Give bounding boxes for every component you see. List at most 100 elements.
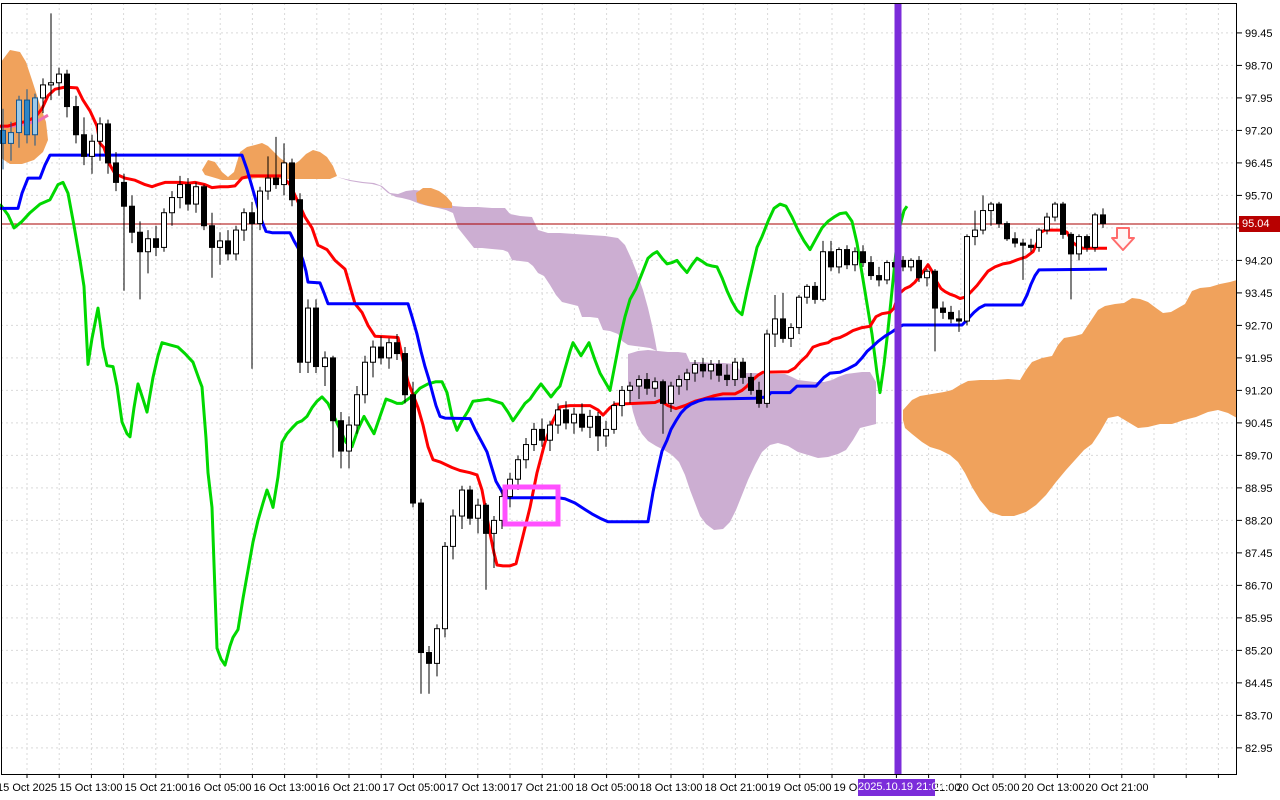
time-tick-label: 16 Oct 21:00 xyxy=(318,782,381,794)
candle-body xyxy=(644,379,650,389)
kumo-bullish-cloud xyxy=(202,143,337,180)
candle-body xyxy=(40,84,46,99)
candle-body xyxy=(305,307,311,363)
candle-body xyxy=(209,225,215,248)
candle-body xyxy=(627,385,633,391)
candle-body xyxy=(876,275,882,281)
candle-body xyxy=(932,270,938,309)
candle-body xyxy=(956,318,962,322)
time-tick-label: 15 Oct 2025 xyxy=(0,782,57,794)
time-tick-label: 18 Oct 05:00 xyxy=(576,782,639,794)
time-tick-label: 17 Oct 13:00 xyxy=(447,782,510,794)
candle-body xyxy=(1100,214,1106,225)
candle-body xyxy=(233,229,239,255)
candle-body xyxy=(700,363,706,372)
candle-body xyxy=(81,134,87,157)
candle-body xyxy=(16,99,22,134)
candle-body xyxy=(378,346,384,359)
candle-body xyxy=(475,504,481,519)
candle-body xyxy=(940,307,946,313)
time-tick-label: 20 Oct 21:00 xyxy=(1086,782,1149,794)
candle-body xyxy=(1060,203,1066,235)
candle-body xyxy=(402,353,408,396)
candle-body xyxy=(161,212,167,248)
candle-body xyxy=(56,73,62,84)
candle-body xyxy=(491,519,497,534)
chikou-span-line xyxy=(0,180,909,667)
price-tick-label: 92.70 xyxy=(1245,320,1273,332)
kijun-sen-line xyxy=(0,153,1108,524)
rectangle-annotation[interactable] xyxy=(502,484,561,527)
plot-border xyxy=(1,3,1237,775)
vline-time-badge: 2025.10.19 21:00 xyxy=(858,779,944,796)
time-tick-label: 18 Oct 13:00 xyxy=(640,782,703,794)
candle-body xyxy=(121,181,127,207)
candle-body xyxy=(611,405,617,430)
candle-body xyxy=(289,162,295,201)
candle-body xyxy=(531,428,537,446)
candle-body xyxy=(418,502,424,654)
time-tick-label: 18 Oct 21:00 xyxy=(705,782,768,794)
candle-body xyxy=(844,249,850,266)
candle-body xyxy=(1020,242,1026,246)
candle-body xyxy=(852,251,858,266)
time-tick-label: 16 Oct 13:00 xyxy=(254,782,317,794)
time-tick-label: 20 Oct 13:00 xyxy=(1022,782,1085,794)
candle-body xyxy=(812,285,818,300)
candle-body xyxy=(32,97,38,136)
candle-body xyxy=(1092,214,1098,248)
price-tick-label: 83.70 xyxy=(1245,710,1273,722)
candle-body xyxy=(297,199,303,363)
kumo-bearish-cloud xyxy=(337,177,657,351)
candle-body xyxy=(916,259,922,279)
time-tick-label: 16 Oct 05:00 xyxy=(189,782,252,794)
candle-body xyxy=(129,205,135,233)
time-tick-label: 17 Oct 21:00 xyxy=(511,782,574,794)
candle-body xyxy=(442,545,448,630)
candle-body xyxy=(467,489,473,519)
price-tick-label: 99.45 xyxy=(1245,28,1273,40)
candle-body xyxy=(24,99,30,136)
candle-body xyxy=(740,361,746,378)
candle-body xyxy=(217,240,223,248)
candle-body xyxy=(225,240,231,255)
tenkan-sen-line xyxy=(0,85,1107,568)
candle-body xyxy=(346,424,352,452)
candle-body xyxy=(450,515,456,547)
price-tick-label: 88.95 xyxy=(1245,483,1273,495)
candle-body xyxy=(410,394,416,504)
candle-body xyxy=(193,186,199,205)
candle-body xyxy=(884,262,890,281)
down-arrow-annotation[interactable] xyxy=(1111,227,1135,251)
candle-body xyxy=(828,251,834,268)
current-price-badge: 95.04 xyxy=(1239,216,1280,232)
price-tick-label: 96.45 xyxy=(1245,158,1273,170)
candle-body xyxy=(780,318,786,339)
candle-body xyxy=(459,489,465,517)
price-tick-label: 91.95 xyxy=(1245,353,1273,365)
candle-body xyxy=(515,459,521,480)
candle-body xyxy=(1012,238,1018,244)
candle-body xyxy=(1028,244,1034,248)
candle-body xyxy=(386,342,392,359)
candle-body xyxy=(73,106,79,136)
candle-body xyxy=(980,210,986,231)
price-tick-label: 90.45 xyxy=(1245,418,1273,430)
price-tick-label: 88.20 xyxy=(1245,515,1273,527)
candle-body xyxy=(145,238,151,253)
candle-body xyxy=(668,385,674,404)
candle-body xyxy=(924,270,930,279)
candle-body xyxy=(948,311,954,320)
candle-body xyxy=(708,363,714,372)
price-tick-label: 93.45 xyxy=(1245,288,1273,300)
candle-body xyxy=(89,140,95,157)
candle-body xyxy=(772,318,778,335)
candle-body xyxy=(587,415,593,428)
price-tick-label: 94.20 xyxy=(1245,255,1273,267)
candle-body xyxy=(330,357,336,422)
candle-body xyxy=(908,259,914,268)
price-tick-label: 97.20 xyxy=(1245,125,1273,137)
candle-body xyxy=(426,652,432,664)
